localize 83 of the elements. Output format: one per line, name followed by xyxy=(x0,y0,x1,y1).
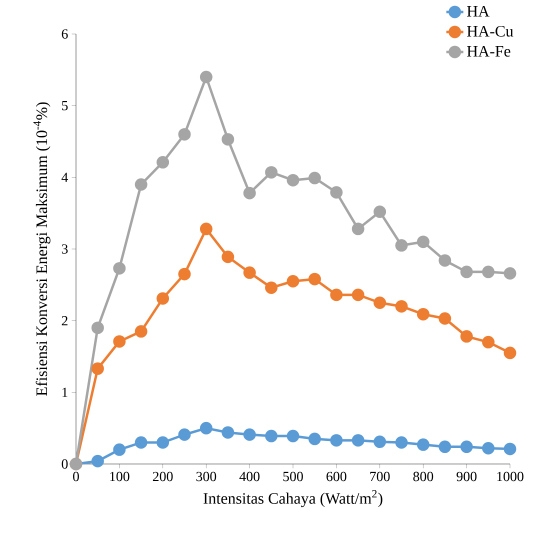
point xyxy=(504,442,516,456)
point xyxy=(113,262,126,275)
point xyxy=(416,308,430,320)
point xyxy=(286,275,300,288)
point xyxy=(200,70,212,84)
point xyxy=(91,454,104,468)
y-axis-title: Efisiensi Konversi Energi Maksimum (10$^{-4}$%) xyxy=(33,102,50,396)
x-tick-label: 400 xyxy=(239,472,260,482)
x-tick-label: 300 xyxy=(196,472,216,482)
point xyxy=(352,288,364,302)
point xyxy=(482,336,495,348)
point xyxy=(91,362,104,375)
point xyxy=(222,250,234,264)
point xyxy=(330,434,343,447)
x-tick-label: 100 xyxy=(110,472,130,482)
point xyxy=(482,266,495,278)
point xyxy=(243,186,256,200)
point xyxy=(438,254,452,267)
point xyxy=(134,325,148,338)
point xyxy=(460,440,473,454)
point xyxy=(504,267,516,280)
point xyxy=(200,222,212,236)
point xyxy=(222,426,234,439)
point xyxy=(178,128,191,141)
legend-label: HA xyxy=(467,6,490,16)
point xyxy=(308,172,321,184)
point xyxy=(460,266,473,278)
point xyxy=(374,205,386,218)
point xyxy=(482,442,495,454)
point xyxy=(308,432,321,446)
point xyxy=(416,438,430,451)
y-tick-label: 5 xyxy=(62,101,68,110)
point xyxy=(438,440,452,454)
x-tick-label: 900 xyxy=(456,472,477,482)
legend-label: HA-Fe xyxy=(467,46,510,57)
y-tick-label: 0 xyxy=(62,459,68,469)
x-axis-title: Intensitas Cahaya (Watt/m$^{2}$) xyxy=(204,490,382,508)
x-tick-label: 200 xyxy=(152,472,173,482)
legend-label: HA-Cu xyxy=(467,26,514,37)
point xyxy=(330,288,343,302)
point xyxy=(156,436,170,449)
point xyxy=(374,296,386,309)
point xyxy=(438,312,452,325)
point xyxy=(352,222,364,236)
point xyxy=(243,266,256,279)
point xyxy=(265,166,278,179)
y-tick-label: 4 xyxy=(62,172,68,182)
point xyxy=(134,178,148,191)
point xyxy=(460,330,473,343)
point xyxy=(156,292,170,305)
point xyxy=(395,436,408,449)
point xyxy=(134,436,148,449)
point xyxy=(352,434,364,447)
point xyxy=(200,422,212,434)
x-tick-label: 700 xyxy=(370,472,390,482)
point xyxy=(374,436,386,448)
point xyxy=(416,236,430,248)
x-tick-label: 600 xyxy=(326,472,346,482)
point xyxy=(286,174,300,186)
point xyxy=(286,430,300,442)
point xyxy=(113,443,126,456)
point xyxy=(395,300,408,313)
y-tick-label: 2 xyxy=(62,316,68,326)
x-tick-label: 0 xyxy=(73,472,79,482)
point xyxy=(265,430,278,442)
x-tick-label: 500 xyxy=(283,472,303,482)
point xyxy=(504,346,516,360)
point xyxy=(91,322,104,334)
point xyxy=(178,428,191,441)
point xyxy=(113,335,126,348)
point xyxy=(243,428,256,441)
point xyxy=(308,272,321,286)
point xyxy=(222,133,234,146)
y-tick-label: 1 xyxy=(62,388,68,397)
x-tick-label: 800 xyxy=(413,472,434,482)
x-tick-label: 1000 xyxy=(497,472,524,482)
point xyxy=(178,268,191,280)
point xyxy=(330,186,343,199)
point xyxy=(265,281,278,294)
y-tick-label: 3 xyxy=(62,244,68,254)
point xyxy=(156,156,170,169)
y-tick-label: 6 xyxy=(62,29,68,39)
point xyxy=(395,239,408,252)
